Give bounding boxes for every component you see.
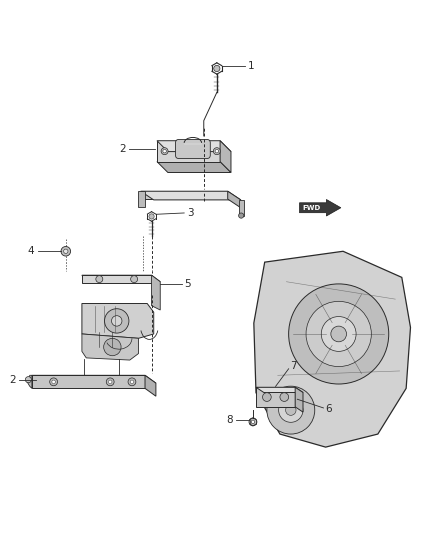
Text: 7: 7: [290, 361, 297, 371]
Polygon shape: [184, 143, 201, 144]
Polygon shape: [82, 275, 152, 283]
Polygon shape: [82, 275, 160, 282]
Circle shape: [96, 276, 103, 282]
Circle shape: [280, 393, 289, 401]
Polygon shape: [220, 141, 231, 173]
Circle shape: [306, 301, 371, 367]
Text: 2: 2: [119, 144, 126, 154]
Circle shape: [25, 377, 32, 383]
Circle shape: [49, 378, 57, 386]
Circle shape: [267, 386, 315, 434]
Polygon shape: [152, 275, 160, 310]
Circle shape: [112, 316, 122, 326]
Circle shape: [131, 276, 138, 282]
Text: 4: 4: [28, 246, 35, 256]
Text: 8: 8: [226, 415, 233, 425]
Polygon shape: [295, 387, 303, 412]
Circle shape: [239, 213, 244, 218]
Polygon shape: [82, 334, 138, 360]
Polygon shape: [157, 141, 231, 151]
Circle shape: [321, 317, 356, 351]
Circle shape: [130, 380, 134, 384]
Circle shape: [214, 66, 220, 71]
Circle shape: [52, 380, 55, 384]
Circle shape: [262, 393, 271, 401]
Text: 3: 3: [187, 208, 194, 218]
Circle shape: [286, 405, 296, 415]
Circle shape: [279, 398, 303, 422]
Polygon shape: [239, 200, 244, 215]
Text: 5: 5: [184, 279, 191, 289]
Circle shape: [106, 378, 114, 386]
Circle shape: [161, 148, 168, 155]
Circle shape: [104, 338, 121, 356]
Polygon shape: [157, 141, 220, 161]
Polygon shape: [254, 251, 410, 447]
Circle shape: [149, 214, 154, 219]
Text: 6: 6: [325, 404, 332, 414]
Polygon shape: [228, 191, 241, 208]
Polygon shape: [32, 375, 156, 383]
Polygon shape: [256, 387, 295, 407]
Text: FWD: FWD: [303, 205, 321, 211]
Polygon shape: [138, 191, 145, 207]
FancyBboxPatch shape: [176, 140, 210, 158]
Circle shape: [215, 149, 219, 153]
Circle shape: [249, 418, 257, 426]
Polygon shape: [157, 161, 231, 173]
Polygon shape: [256, 387, 303, 392]
Text: 1: 1: [248, 61, 255, 71]
Polygon shape: [82, 303, 154, 338]
Circle shape: [213, 148, 220, 155]
Circle shape: [289, 284, 389, 384]
Circle shape: [61, 246, 71, 256]
Text: 2: 2: [9, 375, 16, 385]
Circle shape: [105, 309, 129, 333]
Circle shape: [109, 380, 112, 384]
Circle shape: [331, 326, 346, 342]
Circle shape: [128, 378, 136, 386]
Polygon shape: [141, 191, 228, 199]
Polygon shape: [27, 375, 32, 389]
Polygon shape: [300, 199, 341, 216]
Polygon shape: [141, 191, 241, 200]
Polygon shape: [32, 375, 145, 389]
Polygon shape: [145, 375, 156, 396]
Circle shape: [163, 149, 166, 153]
Circle shape: [251, 420, 254, 424]
Circle shape: [64, 249, 68, 254]
